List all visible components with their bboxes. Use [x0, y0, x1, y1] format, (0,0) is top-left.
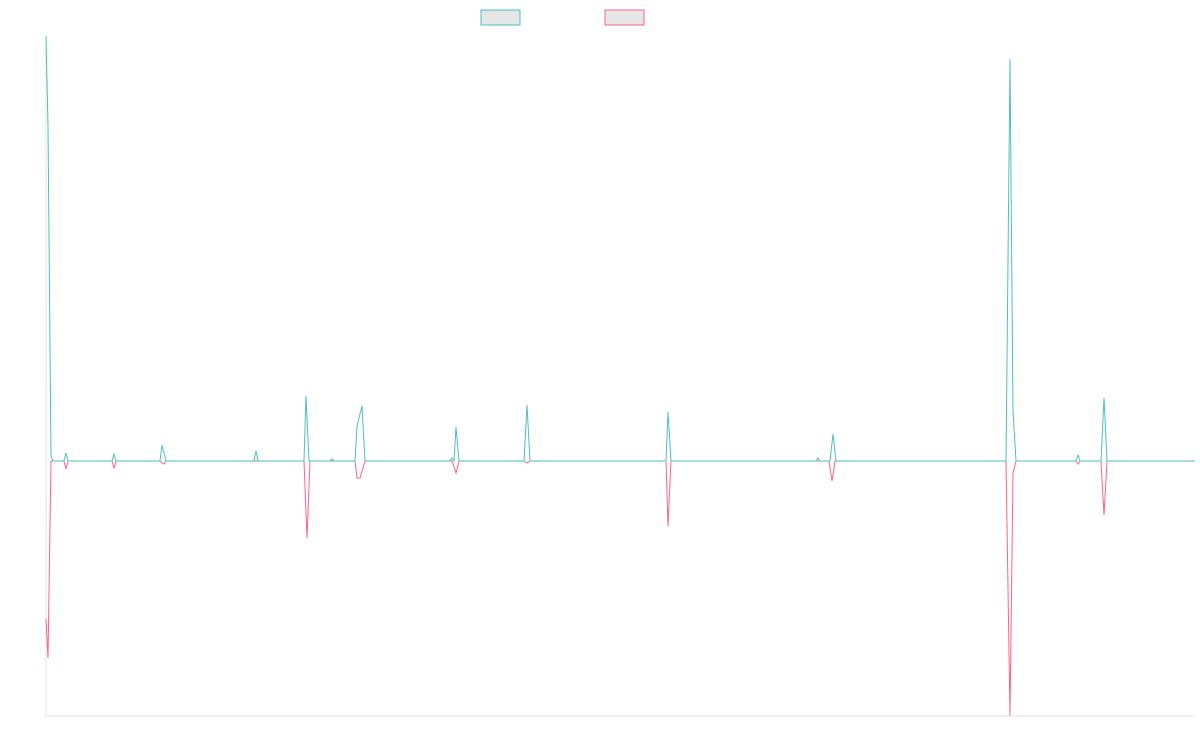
series-line [45, 460, 1195, 717]
legend-swatch[interactable] [480, 9, 521, 26]
legend-swatch[interactable] [604, 9, 645, 26]
series-line [45, 35, 1195, 463]
